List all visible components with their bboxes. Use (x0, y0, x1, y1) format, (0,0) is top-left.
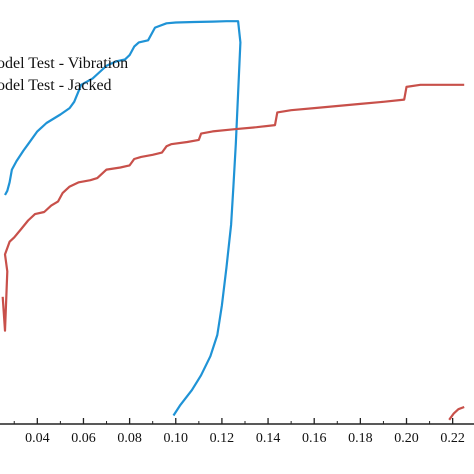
x-tick-label: 0.06 (71, 431, 96, 446)
x-tick-label: 0.16 (302, 431, 327, 446)
x-tick-label: 0.22 (440, 431, 465, 446)
x-axis-ticks: 0.04 0.06 0.08 0.10 0.12 0.14 0.16 0.18 0.20 0.22 (13, 418, 465, 446)
x-tick-label: 0.12 (210, 431, 235, 446)
series-line-0 (4, 20, 242, 417)
series-line-2 (448, 405, 465, 421)
series-line-1 (1, 83, 465, 332)
x-tick-label: 0.18 (348, 431, 373, 446)
legend-label-0: odel Test - Vibration (0, 55, 128, 72)
x-tick-label: 0.08 (117, 431, 142, 446)
legend: odel Test - Vibration odel Test - Jacked (0, 55, 128, 94)
series-layer (1, 20, 465, 421)
x-tick-label: 0.10 (164, 431, 189, 446)
legend-label-1: odel Test - Jacked (0, 77, 112, 94)
x-tick-label: 0.20 (394, 431, 419, 446)
x-tick-label: 0.04 (25, 431, 50, 446)
x-tick-label: 0.14 (256, 431, 281, 446)
